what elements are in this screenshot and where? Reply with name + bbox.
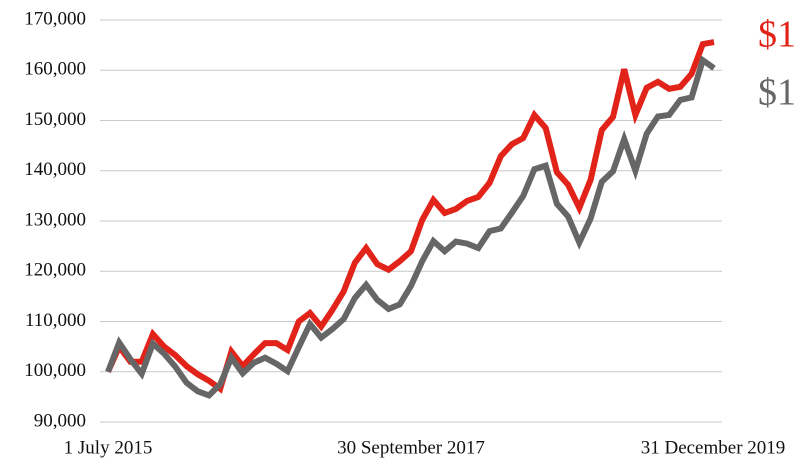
series-line xyxy=(105,55,716,399)
y-tick-label: 120,000 xyxy=(24,260,86,281)
y-tick-label: 90,000 xyxy=(34,410,86,431)
y-tick-label: 130,000 xyxy=(24,209,86,230)
x-tick-label: 30 September 2017 xyxy=(337,437,485,458)
x-tick-label: 1 July 2015 xyxy=(64,437,153,458)
end-label: $1 xyxy=(758,14,796,56)
y-tick-label: 150,000 xyxy=(24,109,86,130)
y-tick-label: 110,000 xyxy=(25,310,86,331)
y-tick-label: 100,000 xyxy=(24,360,86,381)
y-tick-label: 160,000 xyxy=(24,59,86,80)
y-tick-label: 140,000 xyxy=(24,159,86,180)
x-tick-label: 31 December 2019 xyxy=(641,437,786,458)
end-label: $1 xyxy=(758,72,796,114)
series-line xyxy=(105,39,715,394)
y-tick-label: 170,000 xyxy=(24,8,86,29)
